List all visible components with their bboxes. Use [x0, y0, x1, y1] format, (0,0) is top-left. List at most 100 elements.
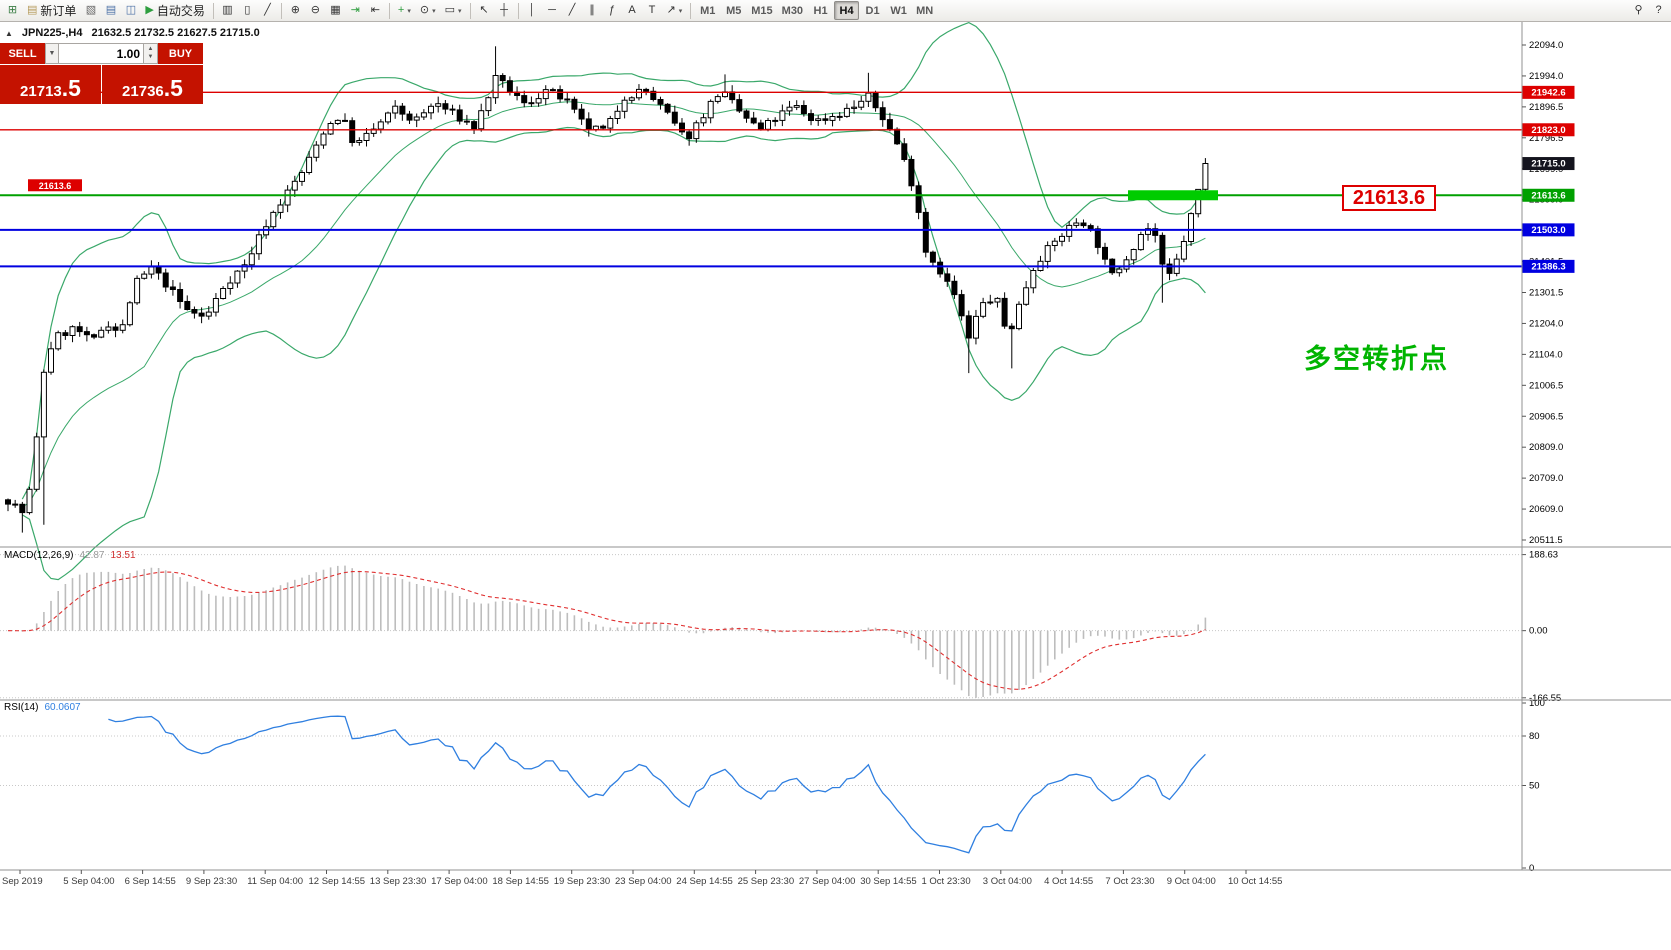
search-button[interactable]: ⚲: [1629, 1, 1648, 20]
toolbar-separator: [280, 2, 282, 19]
svg-text:4 Oct 14:55: 4 Oct 14:55: [1044, 876, 1093, 887]
label-button[interactable]: T: [643, 1, 662, 20]
profiles-button[interactable]: ▧: [81, 1, 100, 20]
timeframe-m5[interactable]: M5: [726, 4, 742, 17]
svg-text:50: 50: [1529, 781, 1540, 792]
svg-text:22094.0: 22094.0: [1529, 40, 1563, 51]
help-icon: ?: [1655, 4, 1662, 16]
price-tag: 21503.0: [1522, 223, 1575, 237]
level-left-tag: [28, 179, 82, 192]
macd-indicator-label: MACD(12,26,9) 42.87 13.51: [4, 550, 136, 561]
horizontal-line-button[interactable]: ─: [543, 1, 562, 20]
svg-text:3 Oct 04:00: 3 Oct 04:00: [983, 876, 1032, 887]
navigator-icon: ◫: [125, 4, 137, 16]
label-icon: T: [648, 4, 656, 16]
timeframe-mn[interactable]: MN: [916, 4, 934, 17]
sell-price-pips: .5: [61, 75, 81, 102]
svg-text:21613.6: 21613.6: [39, 181, 72, 191]
autotrading-button[interactable]: ▶ 自动交易: [141, 1, 208, 20]
trendline-button[interactable]: ╱: [563, 1, 582, 20]
svg-text:30 Sep 14:55: 30 Sep 14:55: [860, 876, 917, 887]
axis-layer: 22094.021994.021896.521796.521699.021599…: [0, 22, 1671, 871]
price-tag: 21715.0: [1522, 157, 1575, 171]
svg-text:21896.5: 21896.5: [1529, 102, 1563, 113]
svg-text:21796.5: 21796.5: [1529, 133, 1563, 144]
collapse-trade-panel-icon[interactable]: ▲: [5, 28, 13, 38]
toolbar-separator: [469, 2, 471, 19]
periods-button[interactable]: ⊙ ▾: [416, 1, 440, 20]
auto-scroll-button[interactable]: ⇥: [346, 1, 365, 20]
bar-chart-button[interactable]: ▥: [218, 1, 237, 20]
templates-button[interactable]: ▭ ▾: [441, 1, 466, 20]
channel-button[interactable]: ∥: [583, 1, 602, 20]
volume-up-icon[interactable]: ▲: [147, 46, 154, 53]
price-levels-layer: 21613.6: [0, 91, 1522, 268]
candlestick-chart-icon: ▯: [244, 4, 251, 16]
timeframe-d1[interactable]: D1: [865, 4, 880, 17]
chevron-down-icon: ▼: [48, 50, 56, 57]
profiles-icon: ▧: [85, 4, 97, 16]
volume-input[interactable]: [59, 43, 144, 64]
svg-text:21715.0: 21715.0: [1531, 159, 1565, 170]
svg-text:11 Sep 04:00: 11 Sep 04:00: [247, 876, 303, 887]
search-icon: ⚲: [1634, 4, 1643, 16]
svg-text:20511.5: 20511.5: [1529, 535, 1563, 546]
timeframe-m15[interactable]: M15: [751, 4, 773, 17]
timeframe-m30[interactable]: M30: [781, 4, 804, 17]
sell-price-button[interactable]: 21713.5: [0, 65, 101, 104]
tile-windows-button[interactable]: ▦: [326, 1, 345, 20]
symbol-title: JPN225-,H4: [21, 27, 83, 39]
svg-text:21386.3: 21386.3: [1531, 261, 1565, 272]
zoom-out-button[interactable]: ⊖: [306, 1, 325, 20]
vertical-line-button[interactable]: │: [523, 1, 542, 20]
new-order-button[interactable]: ▤ 新订单: [23, 1, 80, 20]
time-axis-layer: Sep 2019 5 Sep 04:00 6 Sep 14:55 9 Sep 23:3…: [2, 870, 1282, 887]
market-watch-button[interactable]: ▤: [101, 1, 120, 20]
timeframe-h4[interactable]: H4: [834, 1, 860, 20]
line-chart-button[interactable]: ╱: [258, 1, 277, 20]
buy-price-main: 21736: [122, 83, 164, 100]
arrows-button[interactable]: ↗ ▾: [663, 1, 687, 20]
zoom-in-icon: ⊕: [290, 4, 301, 16]
zoom-in-button[interactable]: ⊕: [286, 1, 305, 20]
timeframe-m1[interactable]: M1: [700, 4, 716, 17]
svg-text:20906.5: 20906.5: [1529, 411, 1563, 422]
volume-down-icon[interactable]: ▼: [147, 54, 154, 60]
svg-text:21204.0: 21204.0: [1529, 318, 1563, 329]
svg-text:21104.0: 21104.0: [1529, 349, 1563, 360]
svg-text:25 Sep 23:30: 25 Sep 23:30: [738, 876, 795, 887]
trendline-icon: ╱: [568, 4, 576, 16]
vertical-line-icon: │: [528, 4, 536, 16]
timeframe-h1[interactable]: H1: [813, 4, 828, 17]
svg-text:21006.5: 21006.5: [1529, 380, 1563, 391]
svg-text:20709.0: 20709.0: [1529, 473, 1563, 484]
buy-price-button[interactable]: 21736.5: [102, 65, 203, 104]
chevron-down-icon: ▾: [407, 7, 411, 15]
new-chart-button[interactable]: ⊞: [3, 1, 22, 20]
svg-text:80: 80: [1529, 731, 1540, 742]
horizontal-line-icon: ─: [548, 4, 556, 16]
sell-button[interactable]: SELL: [0, 43, 45, 64]
svg-text:1 Oct 23:30: 1 Oct 23:30: [922, 876, 971, 887]
crosshair-button[interactable]: ┼: [495, 1, 514, 20]
svg-text:0: 0: [1529, 863, 1534, 874]
fibonacci-button[interactable]: ƒ: [603, 1, 622, 20]
svg-text:9 Oct 04:00: 9 Oct 04:00: [1167, 876, 1216, 887]
sell-price-main: 21713: [20, 83, 62, 100]
navigator-button[interactable]: ◫: [121, 1, 140, 20]
auto-scroll-icon: ⇥: [350, 4, 361, 16]
svg-text:21942.6: 21942.6: [1531, 87, 1565, 98]
timeframe-w1[interactable]: W1: [890, 4, 907, 17]
rsi-indicator-label: RSI(14) 60.0607: [4, 702, 81, 713]
buy-button[interactable]: BUY: [158, 43, 203, 64]
cursor-button[interactable]: ↖: [475, 1, 494, 20]
help-button[interactable]: ?: [1649, 1, 1668, 20]
trade-options-dropdown[interactable]: ▼: [45, 43, 59, 64]
candlestick-chart-button[interactable]: ▯: [238, 1, 257, 20]
text-button[interactable]: A: [623, 1, 642, 20]
chart-shift-button[interactable]: ⇤: [366, 1, 385, 20]
indicators-button[interactable]: + ▾: [394, 1, 415, 20]
one-click-trading-panel: SELL ▼ ▲ ▼ BUY 21713.5 21736.5: [0, 43, 203, 104]
svg-text:-166.55: -166.55: [1529, 693, 1561, 704]
